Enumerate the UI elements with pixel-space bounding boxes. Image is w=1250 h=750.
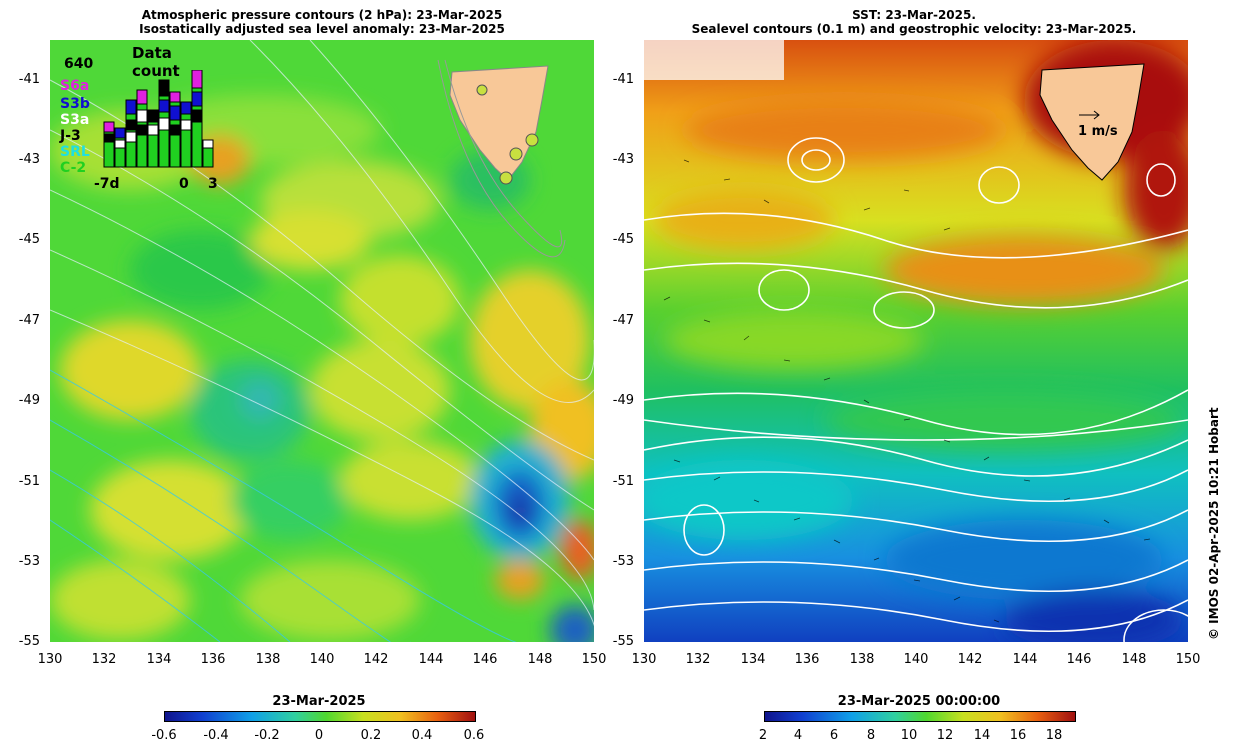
mission-srl: SRL: [60, 144, 90, 160]
sst-colorbar: [764, 711, 1076, 722]
mission-s6a: S6a: [60, 78, 90, 94]
left-lat-label: -41: [18, 72, 40, 87]
sla-colorbar-tick: -0.2: [254, 728, 280, 743]
right-lon-label: 138: [849, 652, 875, 667]
sla-colorbar-tick: 0.2: [360, 728, 382, 743]
left-lon-label: 130: [37, 652, 63, 667]
right-lon-label: 132: [685, 652, 711, 667]
mission-c2: C-2: [60, 160, 87, 176]
sst-colorbar-tick: 6: [829, 728, 839, 743]
sst-colorbar-tick: 12: [936, 728, 954, 743]
inset-x-label-zero: 0: [179, 176, 189, 192]
left-lon-label: 150: [581, 652, 607, 667]
left-lon-label: 132: [91, 652, 117, 667]
copyright-label: © IMOS 02-Apr-2025 10:21 Hobart: [1207, 407, 1221, 640]
right-lat-label: -41: [612, 72, 634, 87]
right-lon-label: 148: [1121, 652, 1147, 667]
data-count-bars: [103, 70, 214, 168]
left-lat-label: -47: [18, 313, 40, 328]
sst-colorbar-tick: 4: [793, 728, 803, 743]
right-lat-label: -53: [612, 554, 634, 569]
sla-colorbar-tick: -0.4: [203, 728, 229, 743]
sst-colorbar-tick: 10: [900, 728, 918, 743]
inset-title: Data count: [132, 44, 180, 80]
left-lon-label: 134: [146, 652, 172, 667]
right-lon-label: 136: [794, 652, 820, 667]
sla-colorbar-tick: 0.6: [463, 728, 485, 743]
mission-s3b: S3b: [60, 96, 90, 112]
left-lon-label: 142: [363, 652, 389, 667]
left-lon-label: 144: [418, 652, 444, 667]
sst-colorbar-tick: 2: [758, 728, 768, 743]
sst-colorbar-tick: 14: [973, 728, 991, 743]
right-lon-label: 130: [631, 652, 657, 667]
right-title-line1: SST: 23-Mar-2025.: [852, 8, 976, 22]
left-lon-label: 140: [309, 652, 335, 667]
sst-map[interactable]: 1 m/s: [644, 40, 1188, 642]
sla-colorbar-title: 23-Mar-2025: [272, 694, 366, 709]
velocity-scale-label: 1 m/s: [1078, 124, 1118, 139]
left-title-line1: Atmospheric pressure contours (2 hPa): 2…: [141, 8, 503, 22]
left-lat-label: -49: [18, 393, 40, 408]
right-lat-label: -45: [612, 232, 634, 247]
right-lat-label: -49: [612, 393, 634, 408]
sla-colorbar: [164, 711, 476, 722]
right-lon-label: 146: [1066, 652, 1092, 667]
right-lat-label: -43: [612, 152, 634, 167]
right-lon-label: 134: [740, 652, 766, 667]
left-lat-label: -45: [18, 232, 40, 247]
left-lat-label: -55: [18, 634, 40, 649]
left-lon-label: 146: [472, 652, 498, 667]
sst-colorbar-tick: 8: [866, 728, 876, 743]
right-lon-label: 142: [957, 652, 983, 667]
sst-colorbar-tick: 18: [1045, 728, 1063, 743]
sla-colorbar-tick: 0: [314, 728, 324, 743]
sla-map[interactable]: Data count 640 S6a S3b S3a J-3 SRL C-2 -…: [50, 40, 594, 642]
inset-max-label: 640: [64, 56, 94, 72]
inset-x-label-start: -7d: [94, 176, 120, 192]
sst-map-graphic: [644, 40, 1188, 642]
mission-s3a: S3a: [60, 112, 90, 128]
mission-j3: J-3: [60, 128, 81, 144]
data-count-inset: Data count 640 S6a S3b S3a J-3 SRL C-2 -…: [50, 40, 220, 200]
right-title-line2: Sealevel contours (0.1 m) and geostrophi…: [691, 22, 1137, 36]
sst-colorbar-title: 23-Mar-2025 00:00:00: [837, 694, 1001, 709]
right-lat-label: -47: [612, 313, 634, 328]
sla-colorbar-tick: -0.6: [151, 728, 177, 743]
right-lon-label: 144: [1012, 652, 1038, 667]
sla-colorbar-tick: 0.4: [411, 728, 433, 743]
left-lat-label: -51: [18, 474, 40, 489]
right-lat-label: -55: [612, 634, 634, 649]
inset-x-label-end: 3: [208, 176, 218, 192]
left-lon-label: 148: [527, 652, 553, 667]
left-lat-label: -43: [18, 152, 40, 167]
left-title-line2: Isostatically adjusted sea level anomaly…: [139, 22, 505, 36]
left-lon-label: 136: [200, 652, 226, 667]
left-lon-label: 138: [255, 652, 281, 667]
right-lon-label: 150: [1175, 652, 1201, 667]
right-lat-label: -51: [612, 474, 634, 489]
sst-colorbar-tick: 16: [1009, 728, 1027, 743]
left-title: Atmospheric pressure contours (2 hPa): 2…: [50, 8, 594, 36]
right-title: SST: 23-Mar-2025. Sealevel contours (0.1…: [640, 8, 1188, 36]
right-lon-label: 140: [903, 652, 929, 667]
left-lat-label: -53: [18, 554, 40, 569]
